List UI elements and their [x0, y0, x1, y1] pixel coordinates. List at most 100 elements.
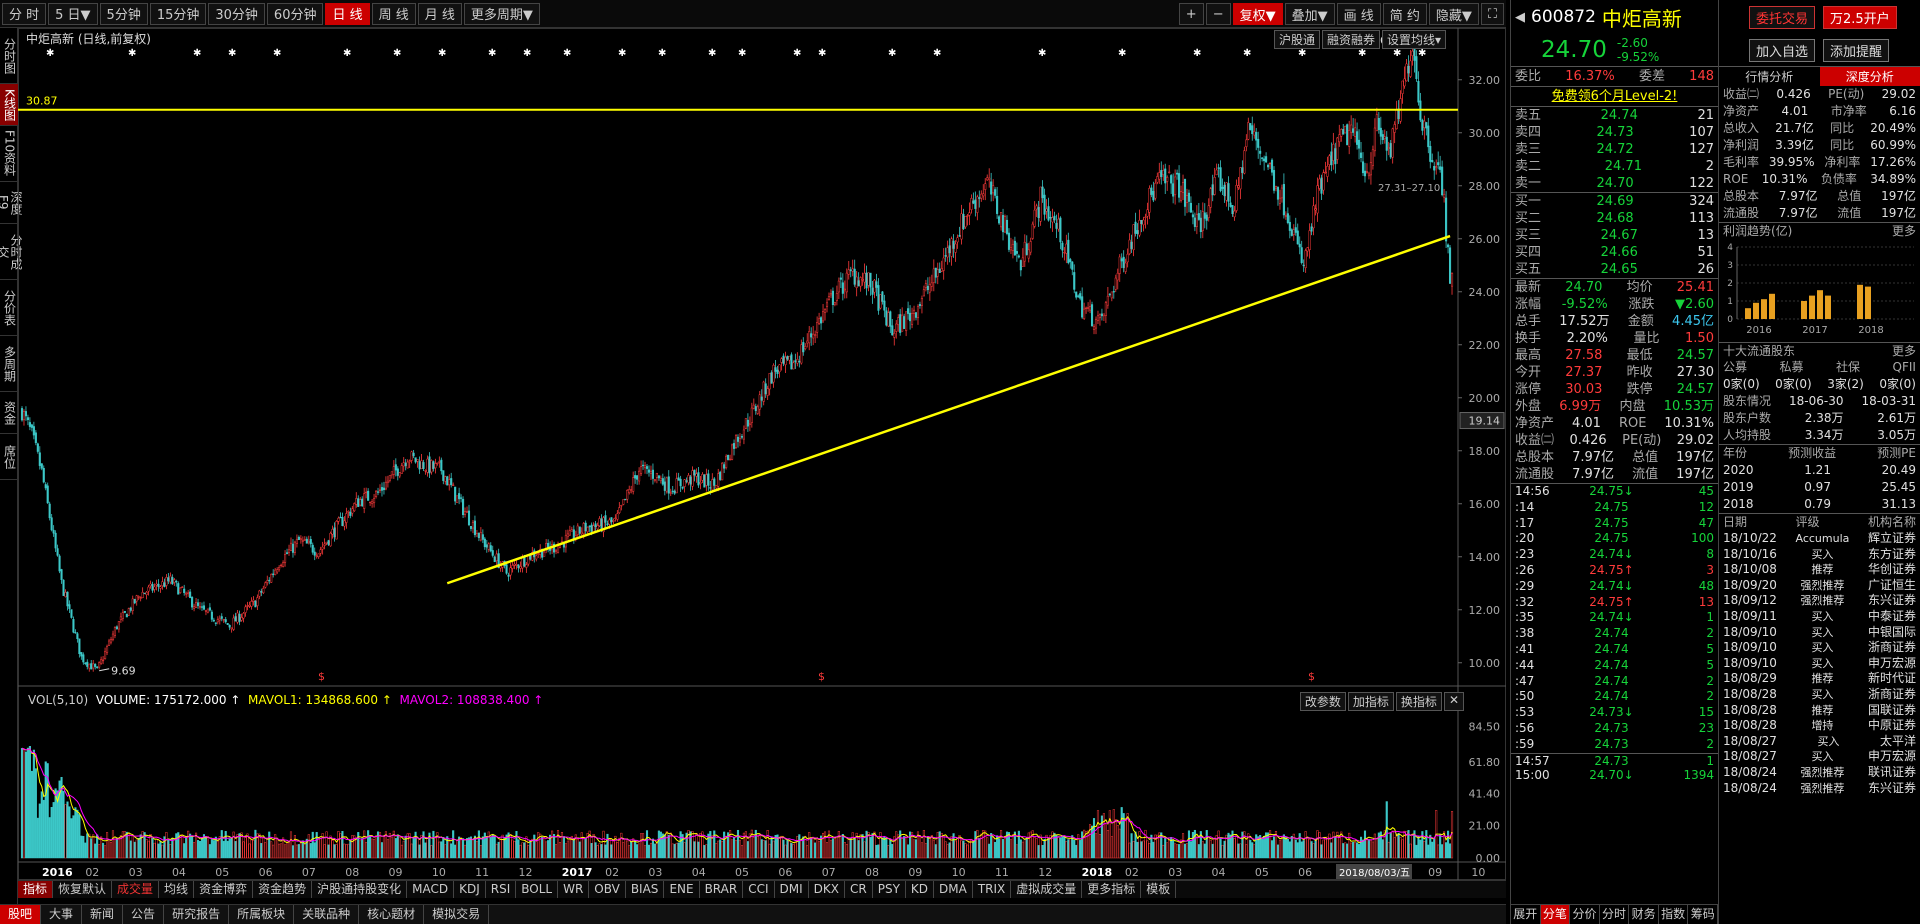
indicator-tab-2[interactable]: 成交量 — [112, 881, 160, 898]
period-tab-1[interactable]: 5 日▼ — [48, 2, 98, 25]
bottom-tab-1[interactable]: 大事 — [41, 905, 83, 924]
indicator-tab-18[interactable]: DKX — [809, 881, 845, 898]
quote-tab-2[interactable]: 分价 — [1570, 905, 1600, 924]
quote-tab-4[interactable]: 财务 — [1629, 905, 1659, 924]
period-tab-8[interactable]: 月 线 — [417, 2, 462, 25]
volume-bar — [1168, 839, 1171, 859]
toolbar-btn-4[interactable]: 画 线 — [1336, 3, 1381, 25]
toolbar-btn-7[interactable]: ⛶ — [1480, 3, 1504, 25]
trend-more-link[interactable]: 更多 — [1891, 224, 1916, 238]
left-tab-1[interactable]: K线图 — [0, 84, 18, 126]
volume-bar — [68, 806, 71, 859]
indicator-tab-26[interactable]: 模板 — [1141, 881, 1177, 898]
quote-tab-3[interactable]: 分时 — [1600, 905, 1630, 924]
left-tab-4[interactable]: 分时成交 — [0, 224, 23, 280]
indicator-tab-5[interactable]: 资金趋势 — [253, 881, 313, 898]
indicator-tab-24[interactable]: 虚拟成交量 — [1011, 881, 1083, 898]
chart-area[interactable]: 32.00 30.00 28.00 26.00 24.00 22.00 20.00 18.00… — [18, 28, 1506, 898]
toolbar-btn-3[interactable]: 叠加▼ — [1284, 3, 1335, 25]
chart-chip-0[interactable]: 沪股通 — [1273, 30, 1320, 49]
left-tab-5[interactable]: 分价表 — [0, 280, 18, 336]
left-tab-6[interactable]: 多周期 — [0, 336, 18, 392]
candle-body — [1304, 250, 1307, 268]
bottom-tab-3[interactable]: 公告 — [123, 905, 165, 924]
indicator-tab-13[interactable]: BIAS — [626, 881, 665, 898]
bottom-tab-7[interactable]: 核心题材 — [359, 905, 425, 924]
indicator-tab-17[interactable]: DMI — [775, 881, 809, 898]
level2-promo[interactable]: 免费领6个月Level-2! — [1551, 89, 1678, 104]
quote-tab-5[interactable]: 指数 — [1659, 905, 1689, 924]
indicator-tab-16[interactable]: CCI — [743, 881, 775, 898]
trade-button[interactable]: 委托交易 — [1749, 5, 1816, 29]
period-tab-3[interactable]: 15分钟 — [149, 2, 207, 25]
volume-btn-0[interactable]: 改参数 — [1299, 692, 1346, 711]
tab-deep-analysis[interactable]: 深度分析 — [1819, 67, 1920, 86]
volume-bar — [361, 838, 364, 859]
price-change: -2.60 — [1616, 36, 1648, 50]
indicator-tab-4[interactable]: 资金博弈 — [194, 881, 254, 898]
add-watchlist-button[interactable]: 加入自选 — [1749, 38, 1816, 62]
quote-tab-0[interactable]: 展开▼ — [1511, 905, 1541, 924]
quote-tab-1[interactable]: 分笔 — [1540, 905, 1571, 924]
add-alert-button[interactable]: 添加提醒 — [1823, 38, 1890, 62]
indicator-tab-6[interactable]: 沪股通持股变化 — [312, 881, 408, 898]
left-tab-0[interactable]: 分时图 — [0, 28, 18, 84]
indicator-tab-22[interactable]: DMA — [934, 881, 973, 898]
bottom-tab-8[interactable]: 模拟交易 — [424, 905, 490, 924]
account-button[interactable]: 万2.5开户 — [1823, 5, 1897, 29]
toolbar-btn-2[interactable]: 复权▼ — [1232, 3, 1283, 25]
indicator-tab-11[interactable]: WR — [558, 881, 590, 898]
period-tab-7[interactable]: 周 线 — [371, 2, 416, 25]
quote-tab-6[interactable]: 筹码 — [1688, 905, 1719, 924]
bottom-tab-5[interactable]: 所属板块 — [229, 905, 295, 924]
kline-chart[interactable]: 32.0030.0028.0026.0024.0022.0020.0018.00… — [18, 28, 1506, 880]
volume-btn-1[interactable]: 加指标 — [1347, 692, 1394, 711]
toolbar-btn-6[interactable]: 隐藏▼ — [1428, 3, 1479, 25]
bottom-tab-6[interactable]: 关联品种 — [294, 905, 360, 924]
indicator-tab-12[interactable]: OBV — [589, 881, 626, 898]
period-tab-5[interactable]: 60分钟 — [266, 2, 324, 25]
holders-more-link[interactable]: 更多 — [1891, 344, 1916, 358]
bottom-tab-2[interactable]: 新闻 — [82, 905, 124, 924]
indicator-tab-9[interactable]: RSI — [486, 881, 517, 898]
bottom-tab-0[interactable]: 股吧 — [0, 905, 42, 924]
volume-bar — [1207, 836, 1210, 859]
candle-body — [1447, 244, 1450, 248]
volume-btn-3[interactable]: ✕ — [1443, 692, 1464, 711]
toolbar-btn-0[interactable]: + — [1178, 3, 1204, 25]
period-tab-2[interactable]: 5分钟 — [99, 2, 148, 25]
toolbar-btn-5[interactable]: 简 约 — [1382, 3, 1427, 25]
indicator-tab-7[interactable]: MACD — [407, 881, 455, 898]
indicator-tab-1[interactable]: 恢复默认 — [53, 881, 113, 898]
tab-market-analysis[interactable]: 行情分析 — [1745, 70, 1794, 84]
period-tab-0[interactable]: 分 时 — [2, 2, 47, 25]
left-tab-3[interactable]: 深度F9 — [0, 182, 23, 224]
indicator-tab-25[interactable]: 更多指标 — [1082, 881, 1142, 898]
period-tab-6[interactable]: 日 线 — [325, 2, 370, 25]
volume-btn-2[interactable]: 换指标 — [1395, 692, 1442, 711]
indicator-tab-21[interactable]: KD — [906, 881, 935, 898]
candle-body — [224, 619, 227, 623]
toolbar-btn-1[interactable]: − — [1205, 3, 1231, 25]
left-tab-2[interactable]: F10资料 — [0, 126, 18, 182]
indicator-tab-0[interactable]: 指标 — [18, 881, 54, 898]
indicator-tab-20[interactable]: PSY — [873, 881, 906, 898]
bottom-tab-4[interactable]: 研究报告 — [164, 905, 230, 924]
period-tab-9[interactable]: 更多周期▼ — [463, 2, 540, 25]
indicator-tab-3[interactable]: 均线 — [159, 881, 195, 898]
menu-icon[interactable]: ◀ — [1515, 9, 1525, 25]
indicator-tab-8[interactable]: KDJ — [454, 881, 486, 898]
left-tab-8[interactable]: 席位 — [0, 434, 18, 480]
indicator-tab-10[interactable]: BOLL — [516, 881, 559, 898]
chart-chip-2[interactable]: 设置均线▾ — [1381, 30, 1446, 49]
indicator-tab-14[interactable]: ENE — [664, 881, 700, 898]
candle-body — [465, 511, 469, 513]
indicator-tab-23[interactable]: TRIX — [973, 881, 1012, 898]
left-tab-7[interactable]: 资金 — [0, 392, 18, 434]
indicator-tab-15[interactable]: BRAR — [700, 881, 744, 898]
chart-chip-1[interactable]: 融资融券 — [1321, 30, 1380, 49]
indicator-tab-19[interactable]: CR — [845, 881, 873, 898]
period-tab-4[interactable]: 30分钟 — [208, 2, 265, 25]
fund-cell: 20.49% — [1870, 121, 1916, 135]
candle-body — [442, 470, 445, 481]
